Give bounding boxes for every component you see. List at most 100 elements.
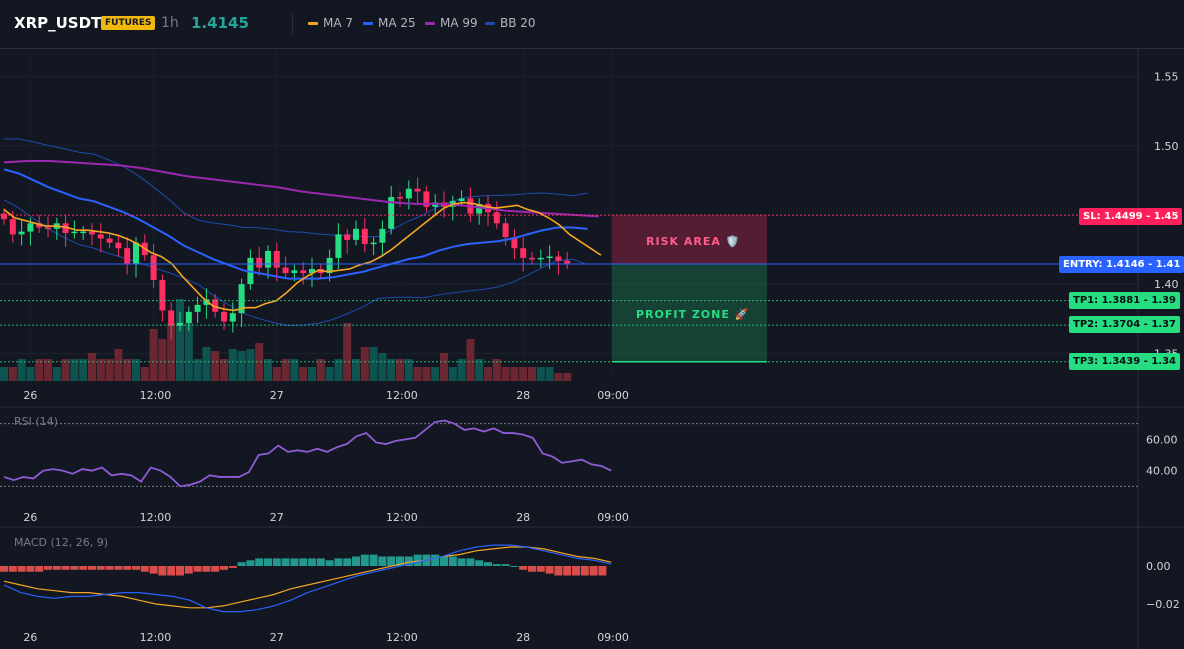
- macd-histogram-bar: [325, 560, 334, 566]
- macd-histogram-bar: [352, 556, 360, 566]
- candle-body: [546, 256, 553, 258]
- candle-body: [265, 250, 271, 268]
- volume-bar: [228, 349, 237, 381]
- macd-histogram-bar: [149, 566, 158, 574]
- volume-bar: [308, 367, 316, 381]
- volume-bar: [440, 353, 448, 381]
- candle-body: [159, 280, 166, 311]
- tp1-tag-label: TP1: 1.3881: [1073, 295, 1141, 306]
- macd-histogram-bar: [140, 566, 149, 572]
- legend-ma99[interactable]: MA 99: [425, 16, 478, 30]
- macd-histogram-bar: [519, 566, 528, 570]
- volume-bar: [387, 359, 396, 381]
- macd-histogram-bar: [448, 556, 457, 566]
- tp3-tag-label: TP3: 1.3439: [1073, 356, 1141, 367]
- volume-bar: [114, 349, 123, 381]
- legend-bb20[interactable]: BB 20: [485, 16, 536, 30]
- ma25-label: MA 25: [378, 16, 416, 30]
- macd-histogram-bar: [457, 558, 466, 566]
- ma7-label: MA 7: [323, 16, 354, 30]
- volume-bar: [132, 359, 140, 381]
- macd-histogram-bar: [35, 566, 44, 572]
- macd-histogram-bar: [193, 566, 202, 572]
- macd-histogram-bar: [237, 562, 246, 566]
- volume-bar: [299, 367, 308, 381]
- candle-body: [71, 231, 78, 234]
- time-tick-label: 12:00: [386, 389, 418, 402]
- time-tick-label: 26: [23, 511, 37, 524]
- tp3-tag[interactable]: TP3: 1.3439 - 1.34: [1069, 353, 1180, 370]
- time-tick-label: 28: [516, 631, 530, 644]
- candle-body: [194, 304, 201, 312]
- bb-lower-line: [3, 199, 588, 327]
- macd-histogram-bar: [466, 558, 475, 566]
- candle-body: [397, 197, 403, 199]
- macd-histogram-bar: [290, 558, 299, 566]
- sl-axis-value: 1.45: [1153, 211, 1179, 222]
- volume-bar: [369, 347, 378, 381]
- candle-body: [502, 223, 509, 238]
- tp1-tag[interactable]: TP1: 1.3881 - 1.39: [1069, 292, 1180, 309]
- macd-histogram-bar: [228, 566, 237, 568]
- entry-tag[interactable]: ENTRY: 1.4146 - 1.41: [1059, 256, 1184, 273]
- candle-body: [344, 234, 351, 240]
- legend-ma7[interactable]: MA 7: [308, 16, 353, 30]
- candle-body: [18, 231, 25, 235]
- volume-bar: [246, 349, 255, 381]
- macd-histogram-bar: [167, 566, 176, 576]
- volume-bar: [510, 367, 519, 381]
- sl-tag[interactable]: SL: 1.4499 - 1.45: [1079, 208, 1183, 225]
- time-tick-label: 12:00: [140, 631, 172, 644]
- risk-area-zone: [612, 215, 767, 264]
- macd-histogram-bar: [211, 566, 220, 572]
- candle-body: [370, 242, 377, 245]
- price-tick-label: 1.40: [1154, 278, 1179, 291]
- time-tick-label: 12:00: [386, 631, 418, 644]
- macd-histogram-bar: [589, 566, 598, 576]
- candle-body: [229, 313, 236, 322]
- volume-bar: [96, 359, 105, 381]
- price-tick-label: 1.50: [1154, 140, 1179, 153]
- time-tick-label: 09:00: [597, 511, 629, 524]
- ma99-swatch: [425, 22, 435, 25]
- volume-bar: [290, 359, 299, 381]
- volume-bar: [396, 359, 404, 381]
- candle-body: [80, 231, 87, 234]
- macd-histogram-bar: [510, 566, 519, 567]
- macd-histogram-bar: [246, 560, 255, 566]
- candle-body: [476, 203, 483, 214]
- legend-ma25[interactable]: MA 25: [363, 16, 416, 30]
- macd-tick-label: 0.00: [1146, 560, 1171, 573]
- macd-histogram-bar: [88, 566, 96, 570]
- tp2-tag[interactable]: TP2: 1.3704 - 1.37: [1069, 316, 1180, 333]
- volume-bar: [404, 359, 413, 381]
- sl-tag-label: SL: 1.4499: [1083, 211, 1143, 222]
- risk-area-label: RISK AREA 🛡️: [646, 235, 741, 248]
- macd-histogram-bar: [536, 566, 545, 572]
- volume-bar: [149, 329, 158, 381]
- volume-bar: [105, 359, 114, 381]
- volume-bar: [536, 367, 545, 381]
- macd-histogram-bar: [360, 554, 369, 566]
- volume-bar: [563, 373, 572, 381]
- candle-body: [1, 213, 7, 220]
- macd-histogram-bar: [316, 558, 325, 566]
- candle-body: [511, 237, 518, 249]
- volume-bar: [316, 359, 325, 381]
- volume-bar: [475, 359, 484, 381]
- volume-bar: [501, 367, 510, 381]
- volume-bar: [519, 367, 528, 381]
- time-tick-label: 26: [23, 631, 37, 644]
- macd-histogram-bar: [220, 566, 228, 570]
- volume-bar: [352, 359, 360, 381]
- timeframe-label[interactable]: 1h: [161, 15, 179, 31]
- symbol-label[interactable]: XRP_USDT: [14, 14, 102, 32]
- macd-histogram-bar: [598, 566, 607, 576]
- candle-body: [62, 223, 69, 233]
- volume-bar: [272, 367, 281, 381]
- candle-body: [564, 260, 571, 264]
- volume-bar: [413, 367, 422, 381]
- candle-body: [326, 257, 333, 274]
- volume-bar: [492, 359, 501, 381]
